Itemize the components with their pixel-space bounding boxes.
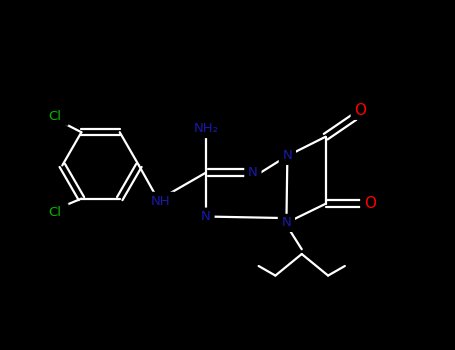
Text: Cl: Cl [49, 110, 61, 124]
Text: N: N [248, 166, 258, 179]
FancyBboxPatch shape [279, 147, 296, 165]
FancyBboxPatch shape [278, 214, 295, 232]
FancyBboxPatch shape [244, 163, 262, 182]
FancyBboxPatch shape [146, 192, 175, 211]
FancyBboxPatch shape [188, 119, 224, 138]
FancyBboxPatch shape [42, 108, 69, 126]
FancyBboxPatch shape [42, 203, 69, 221]
Text: NH₂: NH₂ [193, 122, 218, 135]
Text: Cl: Cl [49, 205, 61, 218]
FancyBboxPatch shape [360, 194, 379, 213]
FancyBboxPatch shape [351, 101, 370, 120]
Text: N: N [283, 149, 292, 162]
FancyBboxPatch shape [197, 208, 215, 226]
Text: NH: NH [151, 195, 170, 208]
Text: N: N [201, 210, 211, 223]
Text: N: N [282, 216, 291, 229]
Text: O: O [354, 103, 366, 118]
Text: O: O [364, 196, 376, 211]
